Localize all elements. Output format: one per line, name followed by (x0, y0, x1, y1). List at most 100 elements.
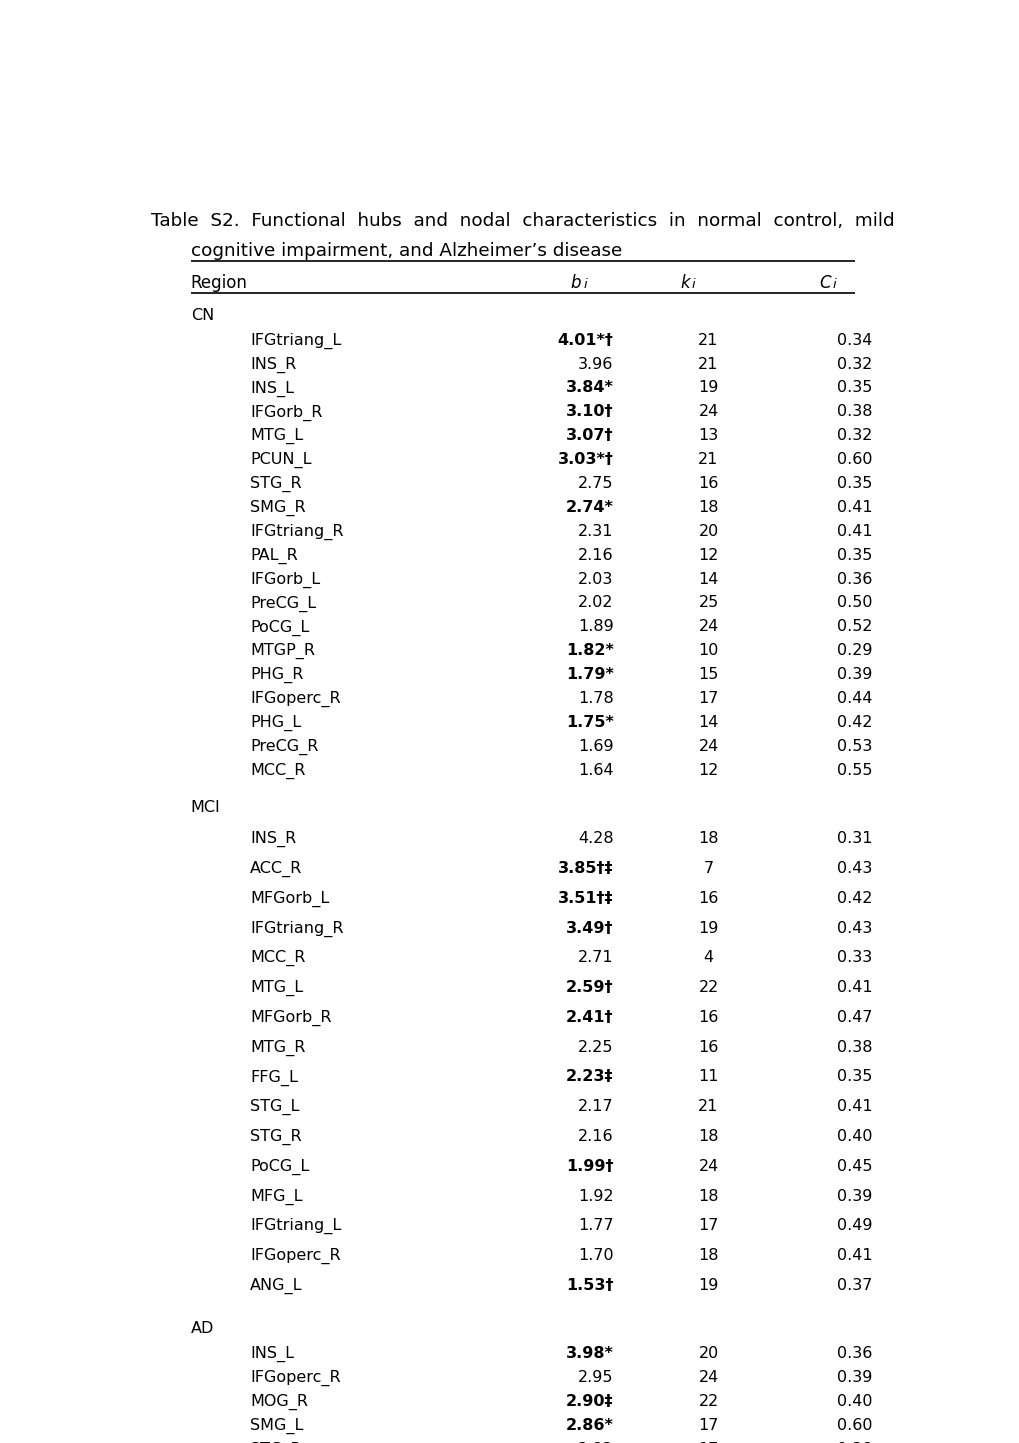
Text: 18: 18 (698, 831, 718, 846)
Text: 1.82*: 1.82* (566, 644, 613, 658)
Text: 2.74*: 2.74* (566, 499, 613, 515)
Text: 2.17: 2.17 (578, 1100, 613, 1114)
Text: 0.39: 0.39 (837, 1189, 871, 1203)
Text: 3.85†‡: 3.85†‡ (557, 861, 613, 876)
Text: 22: 22 (698, 1394, 718, 1408)
Text: MFG_L: MFG_L (250, 1189, 303, 1205)
Text: 0.45: 0.45 (837, 1159, 871, 1173)
Text: 1.69: 1.69 (578, 739, 613, 753)
Text: 0.47: 0.47 (837, 1010, 871, 1025)
Text: 18: 18 (698, 1128, 718, 1144)
Text: 13: 13 (698, 429, 718, 443)
Text: 19: 19 (698, 921, 718, 935)
Text: 12: 12 (698, 763, 718, 778)
Text: 3.10†: 3.10† (566, 404, 613, 420)
Text: 0.29: 0.29 (837, 644, 871, 658)
Text: PreCG_L: PreCG_L (250, 596, 316, 612)
Text: 17: 17 (698, 1218, 718, 1234)
Text: 0.41: 0.41 (837, 499, 871, 515)
Text: 0.60: 0.60 (837, 452, 871, 468)
Text: 24: 24 (698, 404, 718, 420)
Text: cognitive impairment, and Alzheimer’s disease: cognitive impairment, and Alzheimer’s di… (191, 242, 622, 260)
Text: C: C (818, 274, 830, 293)
Text: AD: AD (191, 1320, 214, 1336)
Text: INS_R: INS_R (250, 356, 296, 372)
Text: 22: 22 (698, 980, 718, 996)
Text: 2.16: 2.16 (578, 548, 613, 563)
Text: 0.41: 0.41 (837, 1100, 871, 1114)
Text: 1.77: 1.77 (578, 1218, 613, 1234)
Text: MFGorb_L: MFGorb_L (250, 890, 329, 908)
Text: i: i (583, 277, 587, 290)
Text: 19: 19 (698, 1278, 718, 1293)
Text: 10: 10 (698, 644, 718, 658)
Text: 21: 21 (698, 452, 718, 468)
Text: 2.41†: 2.41† (566, 1010, 613, 1025)
Text: 0.39: 0.39 (837, 1369, 871, 1385)
Text: 0.39: 0.39 (837, 667, 871, 683)
Text: 3.96: 3.96 (578, 356, 613, 372)
Text: STG_L: STG_L (250, 1100, 300, 1115)
Text: Region: Region (191, 274, 248, 293)
Text: 2.86*: 2.86* (566, 1417, 613, 1433)
Text: 0.32: 0.32 (837, 429, 871, 443)
Text: PHG_L: PHG_L (250, 714, 301, 732)
Text: INS_R: INS_R (250, 831, 296, 847)
Text: 21: 21 (698, 356, 718, 372)
Text: Table  S2.  Functional  hubs  and  nodal  characteristics  in  normal  control, : Table S2. Functional hubs and nodal char… (151, 212, 894, 229)
Text: 2.95: 2.95 (578, 1369, 613, 1385)
Text: 4.01*†: 4.01*† (557, 333, 613, 348)
Text: 3.51†‡: 3.51†‡ (557, 890, 613, 906)
Text: 0.40: 0.40 (837, 1394, 871, 1408)
Text: CN: CN (191, 307, 214, 323)
Text: 24: 24 (698, 1159, 718, 1173)
Text: IFGorb_L: IFGorb_L (250, 571, 320, 587)
Text: 0.35: 0.35 (837, 1069, 871, 1084)
Text: 15: 15 (698, 667, 718, 683)
Text: 2.23‡: 2.23‡ (566, 1069, 613, 1084)
Text: 2.71: 2.71 (578, 951, 613, 965)
Text: MTG_R: MTG_R (250, 1039, 305, 1056)
Text: 0.33: 0.33 (837, 951, 871, 965)
Text: 0.49: 0.49 (837, 1218, 871, 1234)
Text: SMG_L: SMG_L (250, 1417, 303, 1434)
Text: MTGP_R: MTGP_R (250, 644, 315, 659)
Text: 0.43: 0.43 (837, 861, 871, 876)
Text: 0.53: 0.53 (837, 739, 871, 753)
Text: ANG_L: ANG_L (250, 1278, 303, 1294)
Text: MTG_L: MTG_L (250, 980, 303, 996)
Text: b: b (570, 274, 580, 293)
Text: 16: 16 (698, 1039, 718, 1055)
Text: 19: 19 (698, 381, 718, 395)
Text: 0.38: 0.38 (837, 404, 871, 420)
Text: 0.35: 0.35 (837, 548, 871, 563)
Text: IFGoperc_R: IFGoperc_R (250, 691, 340, 707)
Text: IFGoperc_R: IFGoperc_R (250, 1369, 340, 1387)
Text: IFGtriang_R: IFGtriang_R (250, 524, 343, 540)
Text: 2.25: 2.25 (578, 1039, 613, 1055)
Text: 1.53†: 1.53† (566, 1278, 613, 1293)
Text: 24: 24 (698, 739, 718, 753)
Text: 24: 24 (698, 1369, 718, 1385)
Text: 1.79*: 1.79* (566, 667, 613, 683)
Text: 0.41: 0.41 (837, 980, 871, 996)
Text: 0.60: 0.60 (837, 1417, 871, 1433)
Text: 16: 16 (698, 1010, 718, 1025)
Text: 1.64: 1.64 (578, 763, 613, 778)
Text: 0.52: 0.52 (837, 619, 871, 635)
Text: 2.03: 2.03 (578, 571, 613, 586)
Text: 2.90‡: 2.90‡ (566, 1394, 613, 1408)
Text: 0.42: 0.42 (837, 890, 871, 906)
Text: IFGoperc_R: IFGoperc_R (250, 1248, 340, 1264)
Text: 1.78: 1.78 (578, 691, 613, 706)
Text: 14: 14 (698, 714, 718, 730)
Text: 0.36: 0.36 (837, 571, 871, 586)
Text: 2.31: 2.31 (578, 524, 613, 538)
Text: 18: 18 (698, 499, 718, 515)
Text: MCC_R: MCC_R (250, 951, 305, 967)
Text: 1.89: 1.89 (578, 619, 613, 635)
Text: 11: 11 (698, 1069, 718, 1084)
Text: MFGorb_R: MFGorb_R (250, 1010, 331, 1026)
Text: 0.31: 0.31 (837, 831, 871, 846)
Text: 0.35: 0.35 (837, 381, 871, 395)
